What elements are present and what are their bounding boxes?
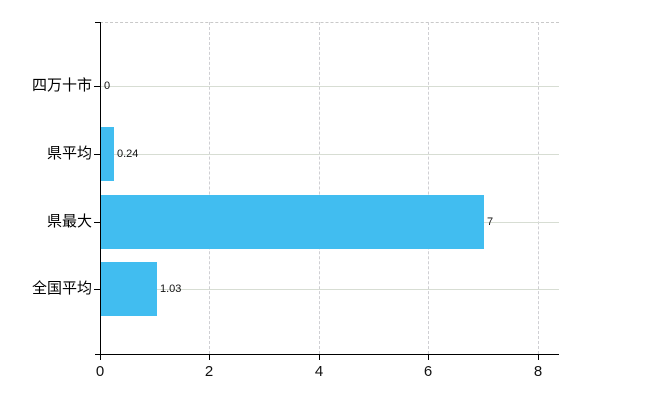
horizontal-gridline <box>100 289 559 290</box>
category-label: 県平均 <box>46 145 92 162</box>
x-tick-label: 6 <box>423 363 433 380</box>
value-label: 1.03 <box>160 283 182 295</box>
x-tick-mark <box>100 355 101 360</box>
x-tick-label: 4 <box>314 363 324 380</box>
vertical-gridline <box>319 22 320 354</box>
category-label: 県最大 <box>46 213 92 230</box>
value-label: 7 <box>487 216 494 228</box>
x-tick-label: 2 <box>204 363 214 380</box>
vertical-gridline <box>428 22 429 354</box>
x-tick-mark <box>319 355 320 360</box>
x-tick-label: 0 <box>95 363 105 380</box>
category-tick-mark <box>94 86 100 87</box>
category-tick-mark <box>94 154 100 155</box>
x-tick-mark <box>428 355 429 360</box>
category-label: 四万十市 <box>31 77 92 94</box>
horizontal-gridline <box>100 86 559 87</box>
x-axis-line <box>95 354 559 355</box>
bar <box>101 262 157 316</box>
vertical-gridline <box>209 22 210 354</box>
plot-top-border <box>95 22 559 23</box>
bar <box>101 127 114 181</box>
x-tick-label: 8 <box>533 363 543 380</box>
category-tick-mark <box>94 289 100 290</box>
x-tick-mark <box>538 355 539 360</box>
x-tick-mark <box>209 355 210 360</box>
category-tick-mark <box>94 222 100 223</box>
y-axis-top-tick <box>95 22 100 23</box>
value-label: 0.24 <box>117 148 139 160</box>
category-label: 全国平均 <box>31 280 92 297</box>
horizontal-gridline <box>100 154 559 155</box>
vertical-gridline <box>538 22 539 354</box>
bar <box>101 195 484 249</box>
value-label: 0 <box>104 80 111 92</box>
y-axis-line <box>100 22 101 354</box>
